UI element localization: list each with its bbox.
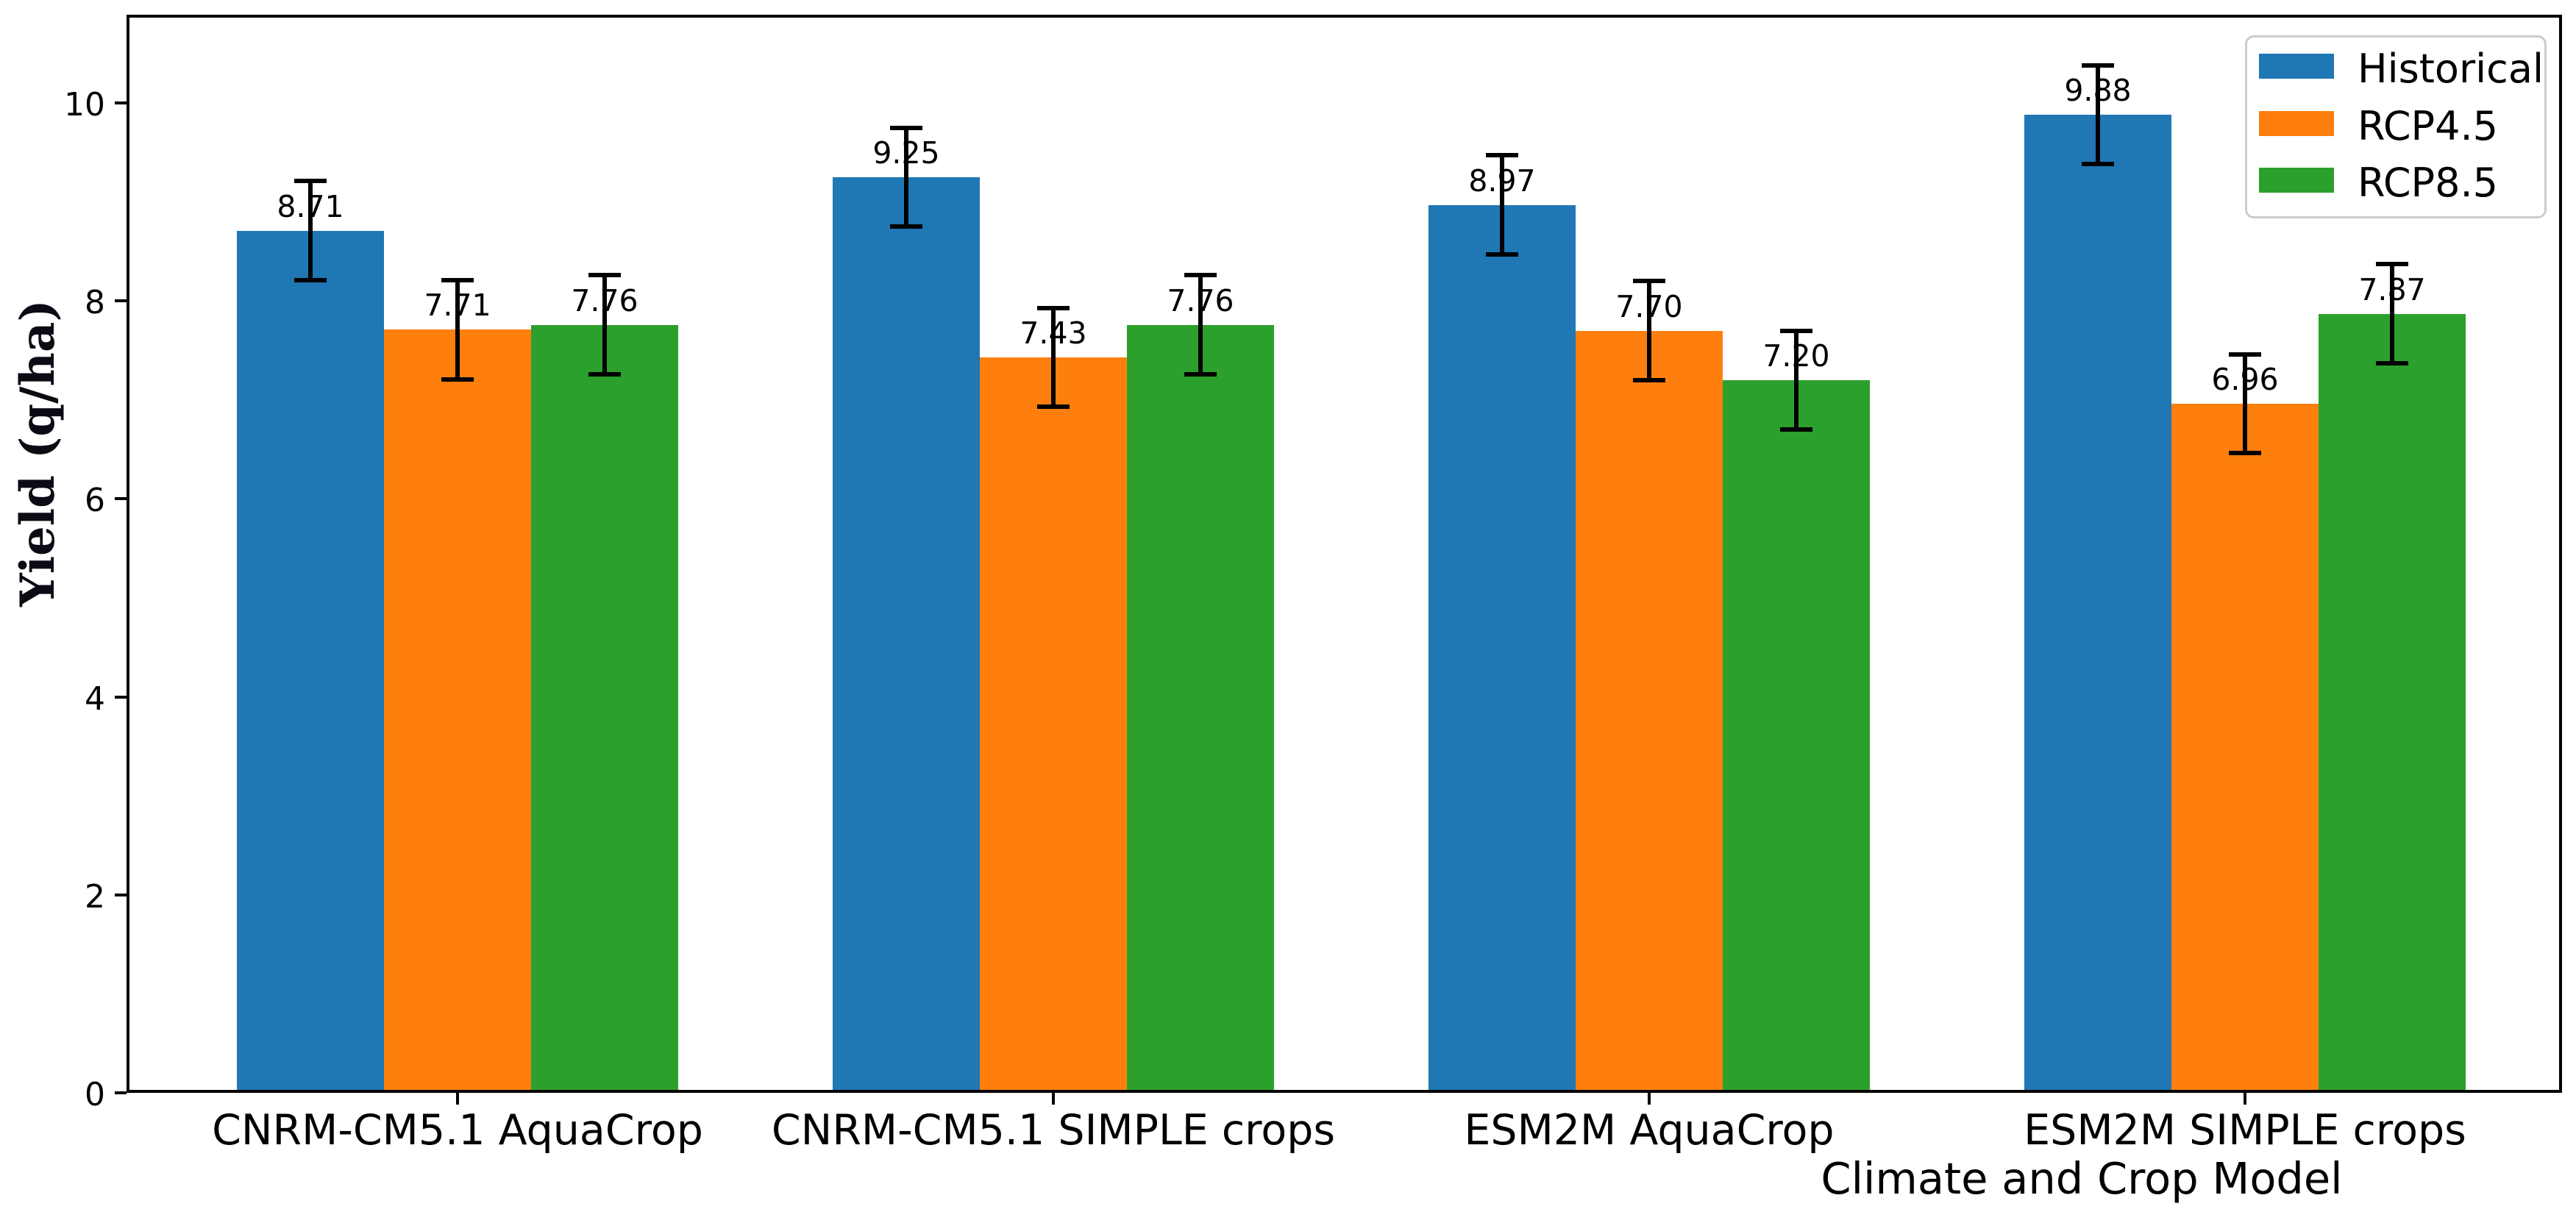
bar-value-label: 7.76 — [571, 282, 638, 318]
y-tick — [115, 497, 127, 501]
legend-label: Historical — [2358, 46, 2544, 92]
bar-value-label: 7.70 — [1615, 288, 1683, 324]
bar-value-label: 7.43 — [1020, 315, 1087, 351]
bar — [237, 230, 384, 1093]
error-bar-cap-bottom — [588, 371, 621, 377]
error-bar-cap-bottom — [1486, 252, 1518, 257]
x-tick — [1052, 1093, 1055, 1105]
x-tick — [1648, 1093, 1651, 1105]
error-bar-cap-bottom — [2082, 162, 2114, 167]
x-tick — [2244, 1093, 2246, 1105]
bar — [531, 324, 678, 1093]
x-tick-label: ESM2M SIMPLE crops — [2024, 1106, 2466, 1155]
error-bar-cap-bottom — [1780, 427, 1812, 432]
x-tick-label: CNRM-CM5.1 AquaCrop — [212, 1106, 703, 1155]
y-tick-label: 2 — [85, 877, 105, 916]
error-bar-line — [1051, 307, 1056, 407]
x-axis-label: Climate and Crop Model — [1821, 1153, 2343, 1204]
bar — [2319, 313, 2466, 1093]
y-tick-label: 6 — [85, 482, 105, 520]
error-bar-cap-top — [588, 273, 621, 278]
error-bar-line — [2390, 264, 2394, 363]
error-bar-cap-top — [2376, 262, 2408, 267]
x-tick — [456, 1093, 459, 1105]
bar-value-label: 7.76 — [1167, 282, 1234, 318]
y-tick-label: 10 — [64, 86, 105, 124]
error-bar-cap-top — [1780, 328, 1812, 333]
y-axis-label: Yield (q/ha) — [10, 299, 65, 607]
y-tick — [115, 1091, 127, 1094]
y-tick — [115, 101, 127, 104]
error-bar-line — [1500, 155, 1504, 254]
legend-swatch — [2259, 54, 2334, 79]
bar — [384, 329, 531, 1093]
legend-swatch — [2259, 168, 2334, 193]
error-bar-line — [455, 279, 460, 379]
error-bar-cap-top — [890, 125, 922, 130]
bar-value-label: 6.96 — [2211, 362, 2279, 398]
bar — [2171, 404, 2319, 1093]
legend-label: RCP4.5 — [2358, 103, 2498, 149]
error-bar-line — [308, 181, 313, 280]
bar-value-label: 7.71 — [424, 288, 491, 324]
bar-value-label: 8.71 — [277, 188, 344, 224]
error-bar-line — [602, 275, 607, 374]
bar-value-label: 7.87 — [2358, 271, 2426, 307]
y-tick-label: 8 — [85, 284, 105, 322]
bar — [833, 177, 980, 1093]
error-bar-cap-bottom — [294, 277, 327, 282]
error-bar-cap-bottom — [1037, 404, 1070, 410]
error-bar-cap-top — [1184, 273, 1217, 278]
legend-swatch — [2259, 111, 2334, 136]
error-bar-cap-bottom — [441, 377, 474, 382]
error-bar-cap-top — [294, 179, 327, 184]
error-bar-cap-top — [1486, 153, 1518, 158]
error-bar-line — [2096, 65, 2100, 165]
bar-value-label: 7.20 — [1762, 338, 1830, 374]
y-tick — [115, 893, 127, 896]
error-bar-cap-top — [1037, 305, 1070, 310]
y-tick-label: 0 — [85, 1076, 105, 1113]
error-bar-cap-bottom — [2229, 451, 2261, 456]
bar — [1127, 324, 1274, 1093]
bar — [980, 357, 1127, 1093]
error-bar-line — [904, 127, 908, 227]
error-bar-cap-top — [2082, 63, 2114, 68]
bar-value-label: 8.97 — [1468, 163, 1536, 199]
y-tick — [115, 695, 127, 699]
error-bar-cap-top — [441, 277, 474, 282]
error-bar-cap-bottom — [1633, 377, 1665, 382]
error-bar-cap-bottom — [2376, 360, 2408, 366]
legend: Historical RCP4.5 RCP8.5 — [2245, 35, 2547, 218]
error-bar-cap-top — [2229, 352, 2261, 357]
bar — [2024, 115, 2171, 1093]
error-bar-cap-bottom — [1184, 371, 1217, 377]
legend-label: RCP8.5 — [2358, 160, 2498, 206]
error-bar-cap-bottom — [890, 224, 922, 229]
bar — [1576, 330, 1723, 1093]
bar — [1428, 204, 1576, 1093]
error-bar-line — [1198, 275, 1203, 374]
error-bar-line — [1794, 330, 1798, 430]
error-bar-line — [2243, 354, 2247, 454]
y-tick — [115, 299, 127, 303]
x-tick-label: CNRM-CM5.1 SIMPLE crops — [771, 1106, 1336, 1155]
error-bar-line — [1647, 281, 1651, 380]
error-bar-cap-top — [1633, 279, 1665, 284]
bar — [1723, 379, 1870, 1093]
bar-value-label: 9.88 — [2064, 73, 2132, 109]
bar-value-label: 9.25 — [872, 135, 940, 171]
y-tick-label: 4 — [85, 680, 105, 718]
x-tick-label: ESM2M AquaCrop — [1464, 1106, 1835, 1155]
